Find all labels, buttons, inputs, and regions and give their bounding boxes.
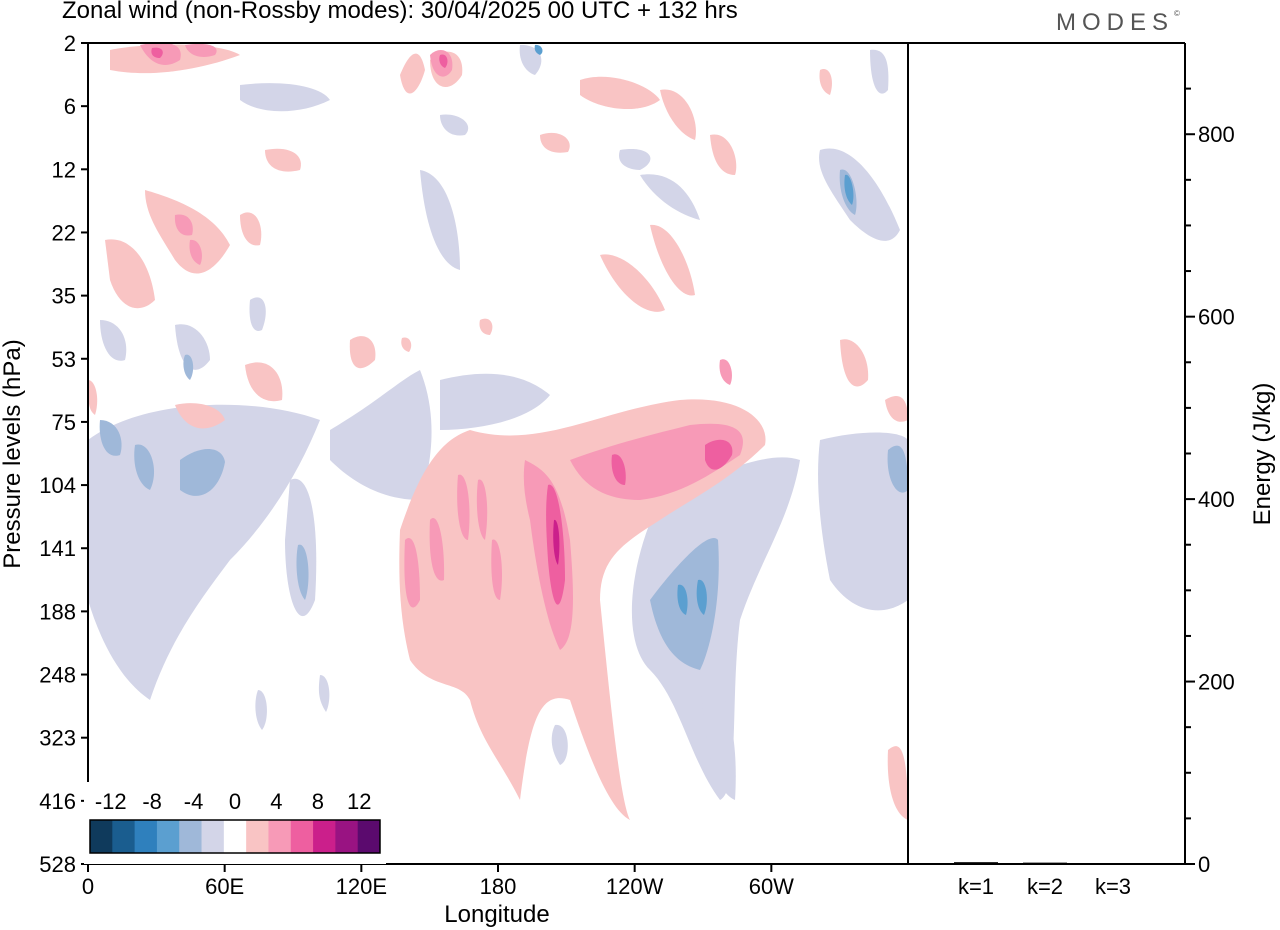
energy-tick-label: 0 [1198, 852, 1210, 877]
y-axis-label: Pressure levels (hPa) [0, 339, 26, 568]
x-axis-label: Longitude [444, 901, 549, 928]
colorbar-swatch [156, 820, 180, 853]
colorbar-swatch [268, 820, 292, 853]
x-tick-label: 180 [480, 874, 517, 899]
y-tick-label: 6 [64, 94, 76, 119]
energy-tick-label: 400 [1198, 487, 1235, 512]
x-tick-label: 60E [205, 874, 244, 899]
y-tick-label: 188 [39, 599, 76, 624]
energy-bar [954, 862, 998, 864]
energy-category-label: k=2 [1027, 874, 1063, 899]
energy-tick-label: 800 [1198, 122, 1235, 147]
y-tick-label: 323 [39, 726, 76, 751]
y-tick-label: 12 [52, 157, 76, 182]
y-tick-label: 53 [52, 347, 76, 372]
energy-category-label: k=3 [1095, 874, 1131, 899]
pressure-axis: 2 6 12 22 35 53 75 104 141 188 248 323 416 528 [39, 31, 88, 877]
y-tick-label: 104 [39, 473, 76, 498]
colorbar-label: 0 [229, 789, 241, 814]
wind-contour-field [88, 43, 908, 820]
y-tick-label: 75 [52, 410, 76, 435]
colorbar-label: -8 [142, 789, 162, 814]
y-tick-label: 416 [39, 789, 76, 814]
colorbar-label: -4 [184, 789, 204, 814]
colorbar-swatch [246, 820, 269, 853]
colorbar-swatch [112, 820, 136, 853]
energy-bar [1091, 863, 1135, 865]
colorbar-swatch [90, 820, 113, 853]
energy-bar [1023, 862, 1067, 864]
colorbar-swatch [201, 820, 225, 853]
colorbar-swatch [179, 820, 203, 853]
energy-bars: k=1 k=2 k=3 [954, 862, 1135, 899]
colorbar-legend: -12 -8 -4 0 4 8 12 [84, 782, 386, 864]
colorbar-swatch [357, 820, 381, 853]
colorbar-swatch [134, 820, 158, 853]
y-tick-label: 22 [52, 220, 76, 245]
colorbar-label: 12 [347, 789, 371, 814]
colorbar-swatch [223, 820, 247, 853]
colorbar-swatch [313, 820, 336, 853]
x-tick-label: 60W [749, 874, 794, 899]
energy-tick-label: 600 [1198, 305, 1235, 330]
y-tick-label: 141 [39, 536, 76, 561]
colorbar-label: -12 [95, 789, 127, 814]
colorbar-label: 4 [270, 789, 282, 814]
x-tick-label: 120W [606, 874, 664, 899]
colorbar-label: 8 [312, 789, 324, 814]
chart-title: Zonal wind (non-Rossby modes): 30/04/202… [62, 0, 738, 24]
colorbar-swatch [335, 820, 359, 853]
energy-tick-label: 200 [1198, 670, 1235, 695]
y-tick-label: 35 [52, 284, 76, 309]
y-tick-label: 248 [39, 663, 76, 688]
energy-category-label: k=1 [958, 874, 994, 899]
y-tick-label: 528 [39, 852, 76, 877]
energy-axis: 0 200 400 600 800 [1185, 87, 1235, 877]
y-tick-label: 2 [64, 31, 76, 56]
colorbar-swatch [290, 820, 314, 853]
longitude-axis: 0 60E 120E 180 120W 60W [82, 864, 794, 899]
x-tick-label: 120E [336, 874, 387, 899]
x-tick-label: 0 [82, 874, 94, 899]
modes-logo: MODES© [1056, 9, 1180, 36]
energy-axis-label: Energy (J/kg) [1249, 383, 1276, 526]
